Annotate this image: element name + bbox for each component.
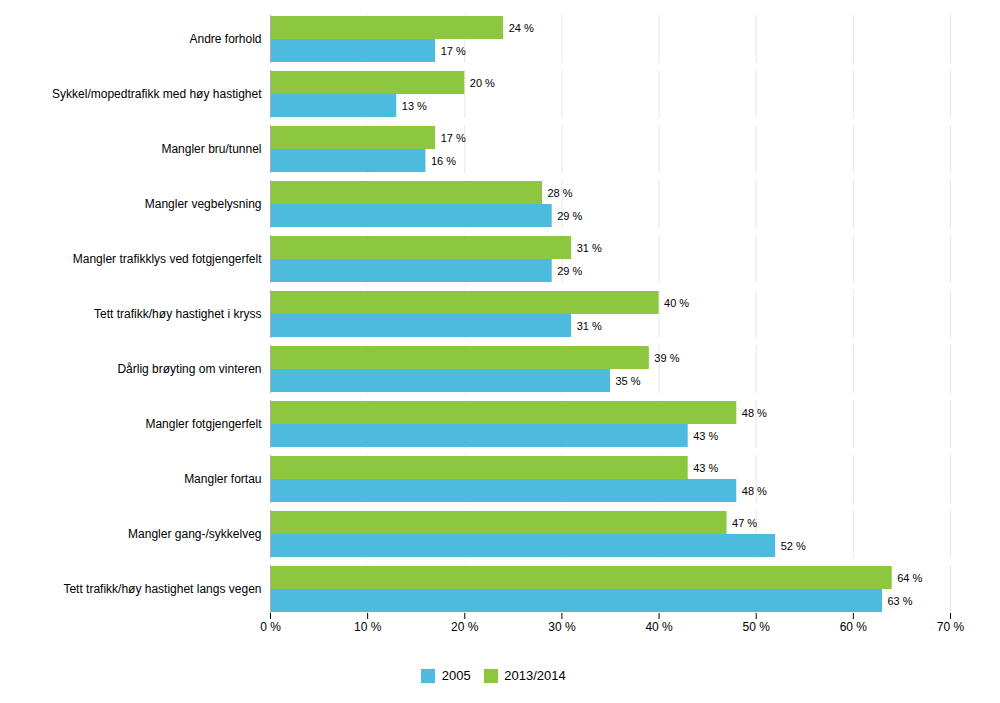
svg-text:24 %: 24 % xyxy=(509,22,534,34)
html-text:2005: 2005 xyxy=(441,668,471,683)
svg-text:Tett trafikk/høy hastighet lan: Tett trafikk/høy hastighet langs vegen xyxy=(63,582,261,596)
svg-text:10 %: 10 % xyxy=(354,620,382,634)
svg-text:29 %: 29 % xyxy=(557,265,582,277)
svg-text:17 %: 17 % xyxy=(441,132,466,144)
svg-text:31 %: 31 % xyxy=(577,242,602,254)
svg-text:60 %: 60 % xyxy=(840,620,868,634)
svg-text:43 %: 43 % xyxy=(693,430,718,442)
svg-text:48 %: 48 % xyxy=(742,407,767,419)
svg-text:16 %: 16 % xyxy=(431,155,456,167)
svg-text:39 %: 39 % xyxy=(654,352,679,364)
svg-text:40 %: 40 % xyxy=(664,297,689,309)
svg-text:31 %: 31 % xyxy=(577,320,602,332)
svg-text:20 %: 20 % xyxy=(451,620,479,634)
svg-text:52 %: 52 % xyxy=(781,540,806,552)
svg-text:28 %: 28 % xyxy=(548,187,573,199)
svg-text:Andre forhold: Andre forhold xyxy=(189,32,261,46)
svg-text:17 %: 17 % xyxy=(441,45,466,57)
html-text:2013/2014: 2013/2014 xyxy=(504,668,566,683)
svg-text:13 %: 13 % xyxy=(402,100,427,112)
svg-text:20 %: 20 % xyxy=(470,77,495,89)
svg-text:Dårlig brøyting om vinteren: Dårlig brøyting om vinteren xyxy=(117,362,261,376)
svg-text:43 %: 43 % xyxy=(693,462,718,474)
svg-text:48 %: 48 % xyxy=(742,485,767,497)
svg-text:29 %: 29 % xyxy=(557,210,582,222)
svg-text:Mangler trafikklys ved fotgjen: Mangler trafikklys ved fotgjengerfelt xyxy=(73,252,262,266)
svg-text:Mangler fotgjengerfelt: Mangler fotgjengerfelt xyxy=(145,417,262,431)
svg-text:Tett trafikk/høy hastighet i k: Tett trafikk/høy hastighet i kryss xyxy=(94,307,261,321)
svg-text:Mangler bru/tunnel: Mangler bru/tunnel xyxy=(161,142,261,156)
svg-text:30 %: 30 % xyxy=(548,620,576,634)
svg-text:47 %: 47 % xyxy=(732,517,757,529)
svg-text:70 %: 70 % xyxy=(937,620,965,634)
svg-text:Mangler fortau: Mangler fortau xyxy=(184,472,261,486)
svg-text:40 %: 40 % xyxy=(645,620,673,634)
svg-text:35 %: 35 % xyxy=(616,375,641,387)
svg-text:0 %: 0 % xyxy=(260,620,281,634)
svg-text:50 %: 50 % xyxy=(743,620,771,634)
svg-text:64 %: 64 % xyxy=(897,572,922,584)
svg-text:Mangler vegbelysning: Mangler vegbelysning xyxy=(145,197,262,211)
svg-text:63 %: 63 % xyxy=(888,595,913,607)
svg-text:Mangler gang-/sykkelveg: Mangler gang-/sykkelveg xyxy=(128,527,261,541)
svg-text:Sykkel/mopedtrafikk med høy ha: Sykkel/mopedtrafikk med høy hastighet xyxy=(52,87,262,101)
